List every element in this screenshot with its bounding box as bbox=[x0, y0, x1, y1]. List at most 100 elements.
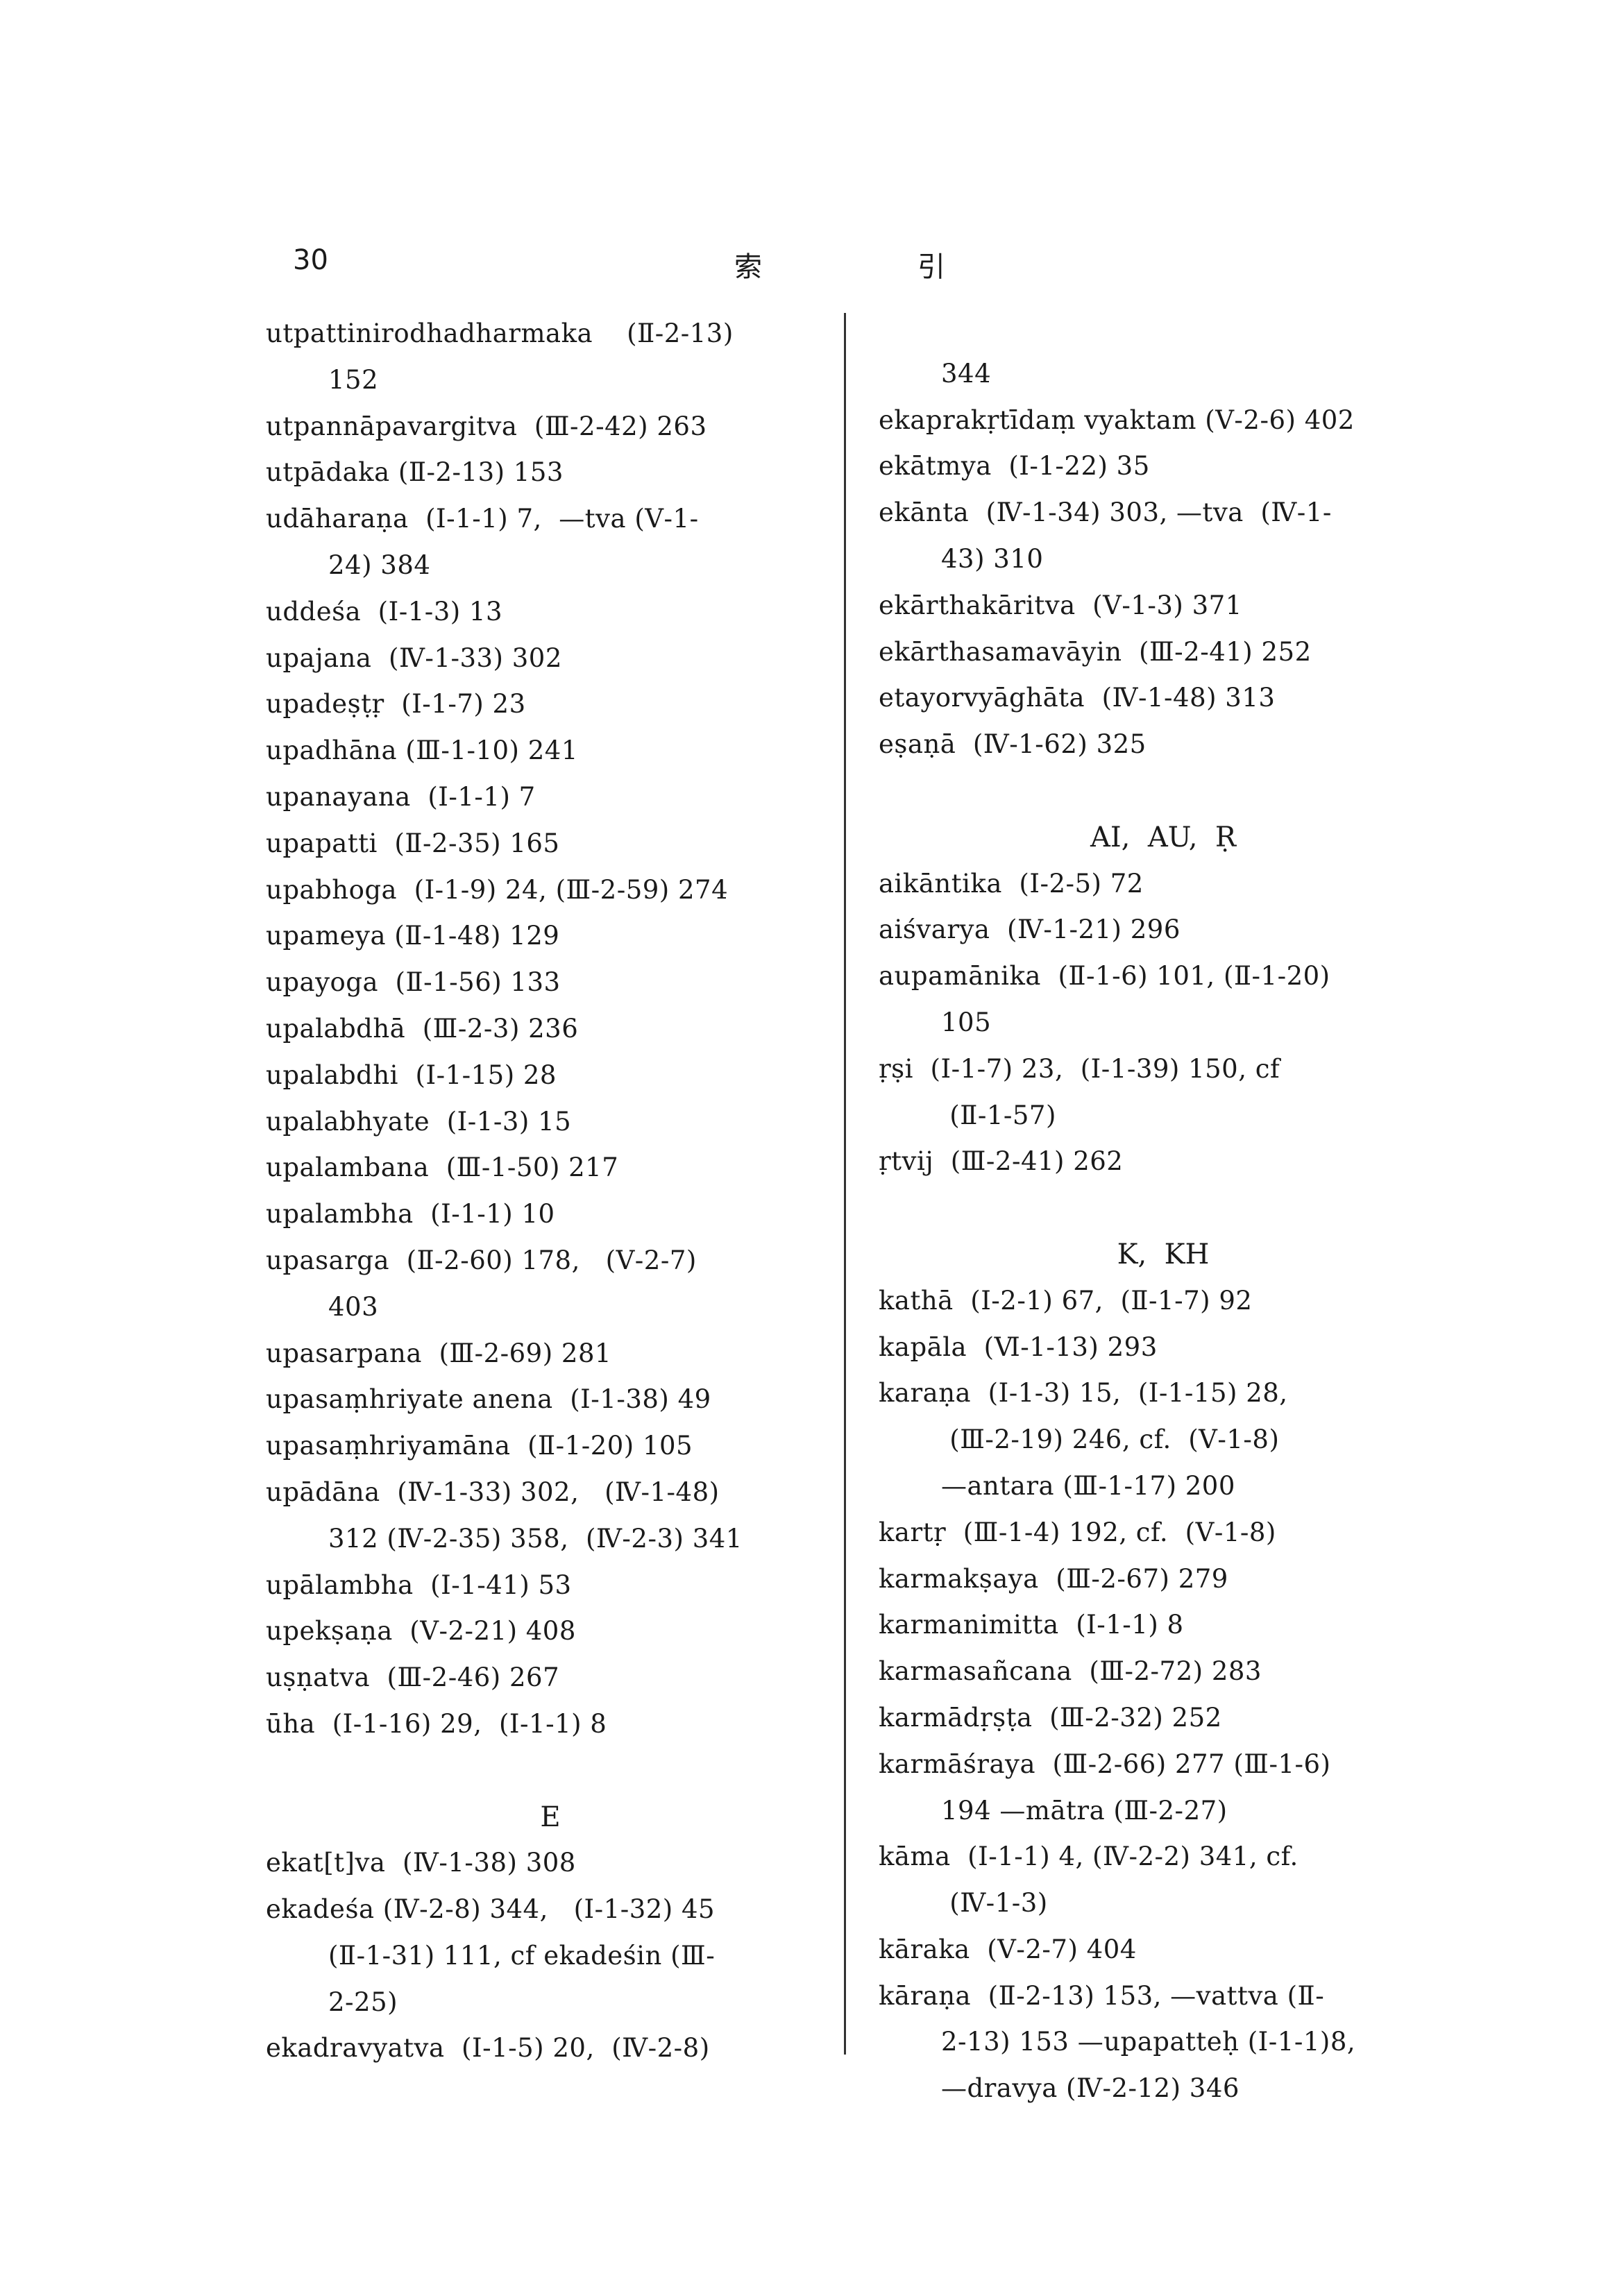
index-entry: upalabhyate (Ⅰ-1-3) 15 bbox=[266, 1099, 835, 1146]
index-entry: upalambana (Ⅲ-1-50) 217 bbox=[266, 1145, 835, 1191]
entry-line: upalambha (Ⅰ-1-1) 10 bbox=[266, 1199, 555, 1230]
index-entry: upalambha (Ⅰ-1-1) 10 bbox=[266, 1191, 835, 1238]
index-entry: ūha (Ⅰ-1-16) 29, (Ⅰ-1-1) 8 bbox=[266, 1701, 835, 1748]
entry-line: upadeṣṭṛ (Ⅰ-1-7) 23 bbox=[266, 689, 526, 720]
index-entry: kartṛ (Ⅲ-1-4) 192, cf. (Ⅴ-1-8) bbox=[879, 1510, 1448, 1556]
entry-continuation-line: 43) 310 bbox=[941, 543, 1044, 574]
index-column-right: 344 ekaprakṛtīdaṃ vyaktam (Ⅴ-2-6) 402 ekāt… bbox=[879, 305, 1448, 2112]
index-entry: ṛṣi (Ⅰ-1-7) 23, (Ⅰ-1-39) 150, cf (Ⅱ-1-57… bbox=[879, 1046, 1448, 1139]
entry-continuation-line: —dravya (Ⅳ-2-12) 346 bbox=[941, 2073, 1240, 2104]
index-entry: ekānta (Ⅳ-1-34) 303, —tva (Ⅳ-1- 43) 310 bbox=[879, 490, 1448, 583]
index-entry: upabhoga (Ⅰ-1-9) 24, (Ⅲ-2-59) 274 bbox=[266, 867, 835, 914]
entry-line: eṣaṇā (Ⅳ-1-62) 325 bbox=[879, 729, 1147, 760]
entry-line: uddeśa (Ⅰ-1-3) 13 bbox=[266, 596, 503, 627]
index-entry: uddeśa (Ⅰ-1-3) 13 bbox=[266, 589, 835, 636]
entry-continuation-line: —antara (Ⅲ-1-17) 200 bbox=[941, 1470, 1235, 1501]
entry-continuation-line: (Ⅱ-1-57) bbox=[941, 1100, 1056, 1130]
index-entry: utpādaka (Ⅱ-2-13) 153 bbox=[266, 450, 835, 496]
index-entry: upasarpana (Ⅲ-2-69) 281 bbox=[266, 1331, 835, 1377]
entry-line: upasaṃhriyamāna (Ⅱ-1-20) 105 bbox=[266, 1431, 693, 1461]
index-entry: etayorvyāghāta (Ⅳ-1-48) 313 bbox=[879, 675, 1448, 722]
entry-line: upalambana (Ⅲ-1-50) 217 bbox=[266, 1153, 619, 1183]
entry-line: ekat[t]va (Ⅳ-1-38) 308 bbox=[266, 1848, 576, 1878]
index-entry: karmasañcana (Ⅲ-2-72) 283 bbox=[879, 1649, 1448, 1695]
entry-line: ṛṣi (Ⅰ-1-7) 23, (Ⅰ-1-39) 150, cf bbox=[879, 1053, 1280, 1084]
entry-line: kāraṇa (Ⅱ-2-13) 153, —vattva (Ⅱ- bbox=[879, 1980, 1325, 2011]
index-entry: upadhāna (Ⅲ-1-10) 241 bbox=[266, 728, 835, 774]
index-entry: upādāna (Ⅳ-1-33) 302, (Ⅳ-1-48) 312 (Ⅳ-2-3… bbox=[266, 1470, 835, 1563]
entry-line: upadhāna (Ⅲ-1-10) 241 bbox=[266, 735, 578, 766]
entry-line: utpannāpavargitva (Ⅲ-2-42) 263 bbox=[266, 411, 707, 441]
entry-continuation-line: 403 bbox=[328, 1291, 379, 1322]
entry-line bbox=[879, 305, 1448, 351]
entry-line: uṣṇatva (Ⅲ-2-46) 267 bbox=[266, 1663, 560, 1693]
index-entry: kathā (Ⅰ-2-1) 67, (Ⅱ-1-7) 92 bbox=[879, 1278, 1448, 1325]
entry-line: upālambha (Ⅰ-1-41) 53 bbox=[266, 1570, 572, 1600]
entry-continuation-line: (Ⅳ-1-3) bbox=[941, 1888, 1048, 1919]
index-entry: kāma (Ⅰ-1-1) 4, (Ⅳ-2-2) 341, cf. (Ⅳ-1-3) bbox=[879, 1834, 1448, 1927]
entry-line: utpādaka (Ⅱ-2-13) 153 bbox=[266, 457, 564, 488]
entry-line: upekṣaṇa (Ⅴ-2-21) 408 bbox=[266, 1616, 576, 1647]
entry-line: karmādṛṣṭa (Ⅲ-2-32) 252 bbox=[879, 1702, 1222, 1733]
entry-continuation-line: 344 bbox=[941, 358, 992, 389]
entry-line: upajana (Ⅳ-1-33) 302 bbox=[266, 643, 562, 673]
entry-line: kāraka (Ⅴ-2-7) 404 bbox=[879, 1934, 1137, 1964]
entry-line: utpattinirodhadharmaka (Ⅱ-2-13) bbox=[266, 318, 734, 348]
entry-line: upalabdhā (Ⅲ-2-3) 236 bbox=[266, 1013, 579, 1044]
entry-line: karmāśraya (Ⅲ-2-66) 277 (Ⅲ-1-6) bbox=[879, 1749, 1331, 1779]
section-heading: K, KH bbox=[1117, 1238, 1210, 1270]
entry-line: udāharaṇa (Ⅰ-1-1) 7, —tva (Ⅴ-1- bbox=[266, 504, 699, 534]
entry-line: karmakṣaya (Ⅲ-2-67) 279 bbox=[879, 1563, 1228, 1594]
index-entry: udāharaṇa (Ⅰ-1-1) 7, —tva (Ⅴ-1- 24) 384 bbox=[266, 496, 835, 589]
entry-line: ekadravyatva (Ⅰ-1-5) 20, (Ⅳ-2-8) bbox=[266, 2033, 710, 2064]
index-entry: ekadravyatva (Ⅰ-1-5) 20, (Ⅳ-2-8) bbox=[266, 2025, 835, 2072]
index-entry: upasarga (Ⅱ-2-60) 178, (Ⅴ-2-7) 403 bbox=[266, 1238, 835, 1331]
entry-continuation-line: 2-13) 153 —upapatteḥ (Ⅰ-1-1)8, bbox=[941, 2027, 1356, 2057]
entry-line: ekātmya (Ⅰ-1-22) 35 bbox=[879, 451, 1150, 482]
index-entry: aiśvarya (Ⅳ-1-21) 296 bbox=[879, 907, 1448, 953]
entry-line: upasarga (Ⅱ-2-60) 178, (Ⅴ-2-7) bbox=[266, 1245, 697, 1275]
index-entry: karmādṛṣṭa (Ⅲ-2-32) 252 bbox=[879, 1695, 1448, 1742]
entry-line: ekārthakāritva (Ⅴ-1-3) 371 bbox=[879, 590, 1242, 620]
index-entry: karmāśraya (Ⅲ-2-66) 277 (Ⅲ-1-6) 194 —mātr… bbox=[879, 1742, 1448, 1835]
index-entry: upameya (Ⅱ-1-48) 129 bbox=[266, 913, 835, 960]
index-entry: ekadeśa (Ⅳ-2-8) 344, (Ⅰ-1-32) 45 (Ⅱ-1-31)… bbox=[266, 1887, 835, 2025]
entry-line: ūha (Ⅰ-1-16) 29, (Ⅰ-1-1) 8 bbox=[266, 1708, 607, 1739]
entry-line: upasarpana (Ⅲ-2-69) 281 bbox=[266, 1338, 612, 1368]
entry-continuation-line: 2-25) bbox=[328, 1987, 398, 2017]
entry-line: etayorvyāghāta (Ⅳ-1-48) 313 bbox=[879, 683, 1276, 713]
entry-continuation-line: 105 bbox=[941, 1007, 992, 1037]
entry-continuation-line: (Ⅱ-1-31) 111, cf ekadeśin (Ⅲ- bbox=[328, 1940, 716, 1971]
index-entry: upasaṃhriyamāna (Ⅱ-1-20) 105 bbox=[266, 1423, 835, 1470]
index-entry: utpannāpavargitva (Ⅲ-2-42) 263 bbox=[266, 404, 835, 450]
entry-continuation-line: (Ⅲ-2-19) 246, cf. (Ⅴ-1-8) bbox=[941, 1425, 1280, 1455]
index-entry: karmakṣaya (Ⅲ-2-67) 279 bbox=[879, 1556, 1448, 1603]
index-column-left: utpattinirodhadharmaka (Ⅱ-2-13) 152 utpann… bbox=[266, 311, 835, 2072]
entry-line: karaṇa (Ⅰ-1-3) 15, (Ⅰ-1-15) 28, bbox=[879, 1378, 1288, 1409]
page-number: 30 bbox=[293, 244, 328, 276]
index-entry: aupamānika (Ⅱ-1-6) 101, (Ⅱ-1-20) 105 bbox=[879, 953, 1448, 1046]
entry-line: karmasañcana (Ⅲ-2-72) 283 bbox=[879, 1656, 1262, 1687]
entry-continuation-line: 312 (Ⅳ-2-35) 358, (Ⅳ-2-3) 341 bbox=[328, 1523, 743, 1554]
entry-line: upameya (Ⅱ-1-48) 129 bbox=[266, 921, 560, 951]
entry-continuation-line: 194 —mātra (Ⅲ-2-27) bbox=[941, 1795, 1228, 1826]
index-entry: upapatti (Ⅱ-2-35) 165 bbox=[266, 821, 835, 867]
index-entry: upayoga (Ⅱ-1-56) 133 bbox=[266, 960, 835, 1006]
index-entry: upekṣaṇa (Ⅴ-2-21) 408 bbox=[266, 1608, 835, 1655]
entry-line: kapāla (Ⅵ-1-13) 293 bbox=[879, 1332, 1158, 1362]
index-entry: ṛtvij (Ⅲ-2-41) 262 bbox=[879, 1139, 1448, 1185]
entry-line: kāma (Ⅰ-1-1) 4, (Ⅳ-2-2) 341, cf. bbox=[879, 1842, 1299, 1872]
index-entry: ekaprakṛtīdaṃ vyaktam (Ⅴ-2-6) 402 bbox=[879, 398, 1448, 444]
entry-line: ekānta (Ⅳ-1-34) 303, —tva (Ⅳ-1- bbox=[879, 498, 1332, 528]
index-entry: ekātmya (Ⅰ-1-22) 35 bbox=[879, 443, 1448, 490]
index-entry: upasaṃhriyate anena (Ⅰ-1-38) 49 bbox=[266, 1377, 835, 1423]
entry-line: upalabdhi (Ⅰ-1-15) 28 bbox=[266, 1060, 557, 1090]
entry-continuation-line: 152 bbox=[328, 364, 379, 395]
index-entry: aikāntika (Ⅰ-2-5) 72 bbox=[879, 861, 1448, 908]
index-entry: upālambha (Ⅰ-1-41) 53 bbox=[266, 1563, 835, 1609]
entry-line: upayoga (Ⅱ-1-56) 133 bbox=[266, 967, 561, 998]
entry-line: upapatti (Ⅱ-2-35) 165 bbox=[266, 828, 560, 858]
index-entry: ekārthasamavāyin (Ⅲ-2-41) 252 bbox=[879, 629, 1448, 676]
index-entry: uṣṇatva (Ⅲ-2-46) 267 bbox=[266, 1655, 835, 1701]
header-title-left: 索 bbox=[734, 251, 762, 283]
